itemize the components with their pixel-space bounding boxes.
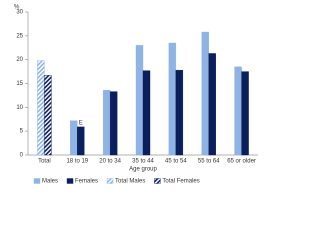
bar [135, 45, 144, 156]
y-tick-label: 0 [20, 153, 24, 159]
bar [168, 42, 177, 156]
legend-label: Females [75, 179, 98, 185]
bar [109, 91, 118, 156]
x-tick-label: 20 to 34 [99, 159, 121, 165]
legend-swatch [66, 178, 74, 184]
bar [175, 69, 184, 156]
bar [241, 71, 249, 156]
annotation: E [79, 120, 83, 126]
chart: % Age group 0 5 10 15 20 25 30 Total 18 to 19 20 … [14, 5, 258, 185]
bar [44, 75, 52, 156]
y-tick-label: 10 [16, 105, 23, 111]
legend-swatch [154, 178, 161, 184]
x-tick-label: 45 to 54 [165, 159, 187, 165]
legend-label: Males [42, 179, 58, 185]
y-tick-label: 20 [16, 57, 23, 63]
x-tick-label: 35 to 44 [132, 159, 154, 165]
x-tick-label: 18 to 19 [66, 159, 88, 165]
y-tick-label: 15 [16, 81, 23, 87]
bar [102, 89, 111, 156]
y-tick-label: 5 [20, 129, 24, 135]
bar [201, 31, 209, 156]
legend-swatch [106, 178, 114, 184]
bar [142, 70, 151, 156]
x-tick-label: 65 or older [227, 159, 256, 165]
y-tick-label: 25 [16, 33, 23, 39]
y-axis-label: % [14, 5, 20, 11]
x-axis-label: Age group [129, 167, 157, 173]
bar [37, 60, 45, 156]
y-tick-label: 30 [16, 10, 23, 16]
bar [77, 126, 85, 156]
x-tick-label: 55 to 64 [198, 159, 220, 165]
legend-label: Total Males [115, 179, 145, 185]
bar [70, 120, 78, 156]
legend-label: Total Females [162, 179, 199, 185]
bar [208, 53, 216, 156]
legend-swatch [33, 178, 41, 184]
x-tick-label: Total [38, 159, 51, 165]
bar [234, 66, 242, 156]
